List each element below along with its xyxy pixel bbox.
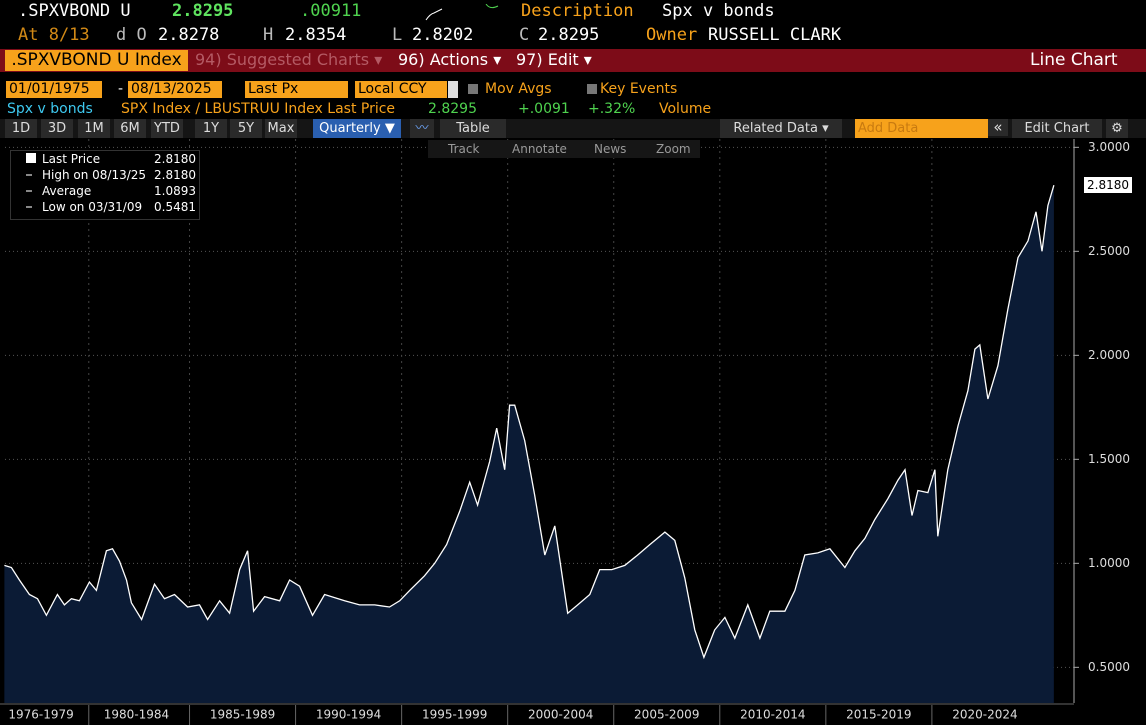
menu[interactable]: 97) Edit ▾: [516, 50, 592, 69]
settings-icon[interactable]: ⚙: [1106, 119, 1128, 138]
y-tick-label: 2.5000: [1088, 244, 1130, 258]
tool[interactable]: Track: [448, 142, 480, 156]
high-label: H: [263, 25, 274, 45]
x-tick-label: 2020-2024: [952, 708, 1017, 722]
legend-icon: [26, 174, 32, 176]
y-tick-label: 1.0000: [1088, 556, 1130, 570]
sparkline-icon: [425, 4, 499, 21]
series-last: 2.8295: [428, 101, 477, 117]
description: Spx v bonds: [662, 1, 775, 21]
currency[interactable]: Local CCY: [355, 81, 447, 98]
x-tick-label: 2015-2019: [846, 708, 911, 722]
y-tick-label: 3.0000: [1088, 140, 1130, 154]
tool-bar: [428, 140, 700, 158]
close: 2.8295: [538, 25, 600, 45]
open-label: d O: [116, 25, 147, 45]
add-data[interactable]: Add Data: [855, 119, 988, 138]
x-tick-label: 1995-1999: [422, 708, 487, 722]
legend-icon: [26, 190, 32, 192]
last-value-tag: 2.8180: [1084, 177, 1132, 194]
volume: Volume: [659, 101, 712, 117]
legend-value: 0.5481: [154, 200, 196, 214]
legend: [10, 150, 200, 220]
x-tick-label: 1976-1979: [8, 708, 73, 722]
x-tick-label: 2010-2014: [740, 708, 805, 722]
y-tick-label: 2.0000: [1088, 348, 1130, 362]
related-data[interactable]: Related Data ▾: [720, 119, 842, 138]
x-tick-label: 2005-2009: [634, 708, 699, 722]
legend-label: Low on 03/31/09: [42, 200, 143, 214]
chart-icon[interactable]: 〰: [410, 119, 434, 138]
owner: RUSSELL CLARK: [708, 25, 842, 45]
series-change: +.0091: [518, 101, 570, 117]
table-button[interactable]: Table: [440, 119, 506, 138]
last-price: 2.8295: [172, 1, 234, 21]
as-of: At 8/13: [18, 25, 90, 45]
y-tick-label: 0.5000: [1088, 660, 1130, 674]
legend-icon: [26, 206, 32, 208]
period-button[interactable]: 1D: [5, 119, 37, 138]
owner-label: Owner: [646, 25, 698, 45]
mov-avgs[interactable]: Mov Avgs: [485, 81, 552, 97]
series-name: Spx v bonds: [7, 101, 93, 117]
tool[interactable]: News: [594, 142, 627, 156]
y-tick-label: 1.5000: [1088, 452, 1130, 466]
ticker: .SPXVBOND U: [18, 1, 131, 21]
toolbar: [0, 49, 1146, 72]
description-label: Description: [521, 1, 634, 21]
price-line: [4, 185, 1055, 660]
low: 2.8202: [412, 25, 474, 45]
legend-value: 2.8180: [154, 152, 196, 166]
x-tick-label: 1980-1984: [104, 708, 169, 722]
menu[interactable]: 96) Actions ▾: [398, 50, 502, 69]
period-button[interactable]: 6M: [114, 119, 146, 138]
period-button[interactable]: 3D: [41, 119, 73, 138]
tool[interactable]: Zoom: [656, 142, 691, 156]
period-button[interactable]: Max: [265, 119, 297, 138]
chart-type: Line Chart: [1030, 50, 1118, 70]
legend-label: High on 08/13/25: [42, 168, 147, 182]
field[interactable]: Last Px: [245, 81, 348, 98]
series-description: SPX Index / LBUSTRUU Index Last Price: [121, 101, 396, 117]
period-button[interactable]: 1M: [78, 119, 110, 138]
checkbox[interactable]: [468, 84, 478, 94]
high: 2.8354: [285, 25, 347, 45]
open: 2.8278: [158, 25, 220, 45]
dropdown[interactable]: [448, 81, 458, 98]
x-tick-label: 1990-1994: [316, 708, 381, 722]
legend-label: Average: [42, 184, 92, 198]
legend-label: Last Price: [42, 152, 101, 166]
edit-chart[interactable]: Edit Chart: [1012, 119, 1102, 138]
start-date[interactable]: 01/01/1975: [6, 81, 102, 98]
period-button[interactable]: YTD: [151, 119, 183, 138]
tool[interactable]: Annotate: [512, 142, 567, 156]
x-tick-label: 1985-1989: [210, 708, 275, 722]
net-change: .00911: [300, 1, 362, 21]
series-pct-change: +.32%: [588, 101, 636, 117]
key-events[interactable]: Key Events: [600, 81, 678, 97]
period-button[interactable]: 5Y: [230, 119, 262, 138]
low-label: L: [392, 25, 403, 45]
collapse[interactable]: «: [988, 119, 1008, 136]
legend-icon: [26, 153, 36, 163]
x-tick-label: 2000-2004: [528, 708, 593, 722]
end-date[interactable]: 08/13/2025: [128, 81, 222, 98]
date-separator: -: [118, 81, 124, 97]
frequency[interactable]: Quarterly ▼: [313, 119, 401, 138]
close-label: C: [519, 25, 530, 45]
legend-value: 2.8180: [154, 168, 196, 182]
checkbox[interactable]: [587, 84, 597, 94]
security-field[interactable]: .SPXVBOND U Index: [5, 50, 188, 71]
menu[interactable]: 94) Suggested Charts ▾: [195, 50, 383, 69]
legend-value: 1.0893: [154, 184, 196, 198]
area-fill: [4, 185, 1054, 703]
period-button[interactable]: 1Y: [195, 119, 227, 138]
